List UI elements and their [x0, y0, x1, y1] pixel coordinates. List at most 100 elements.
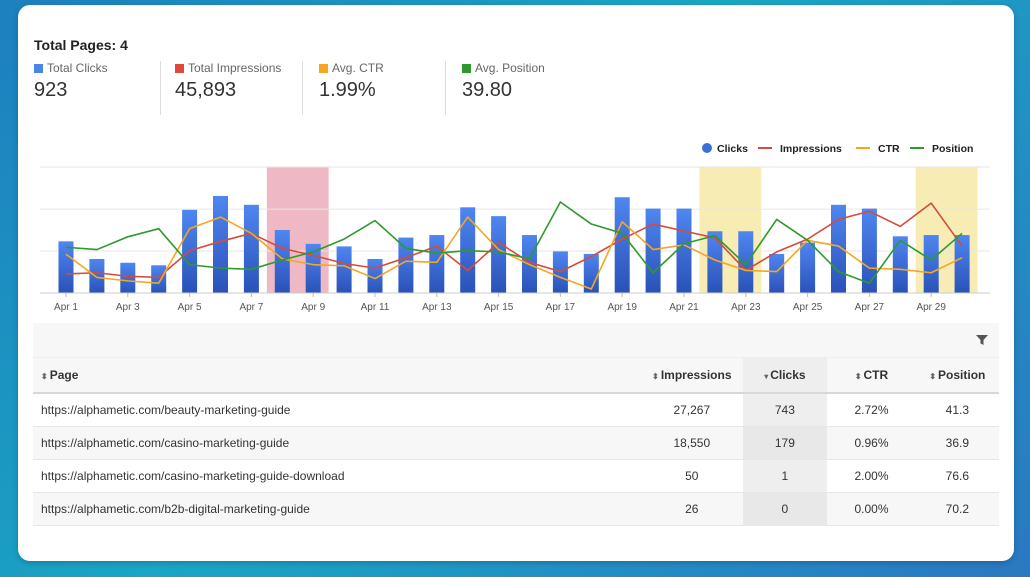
sort-icon: ⬍ [854, 372, 862, 381]
clicks-bar [336, 246, 352, 293]
x-tick-label: Apr 21 [669, 302, 699, 313]
clicks-bar [707, 231, 723, 293]
position-line [65, 201, 963, 284]
cell-position: 36.9 [915, 426, 999, 460]
x-tick-label: Apr 5 [178, 302, 202, 313]
table-row[interactable]: https://alphametic.com/b2b-digital-marke… [33, 492, 999, 526]
x-tick-label: Apr 25 [793, 302, 823, 313]
position-swatch [462, 63, 471, 73]
sort-icon: ⬍ [929, 372, 937, 381]
clicks-bar [892, 236, 908, 293]
metric-total-clicks: Total Clicks 923 [34, 61, 160, 115]
clicks-bar [645, 208, 661, 293]
clicks-bar [213, 195, 228, 293]
cell-clicks: 743 [742, 393, 828, 427]
clicks-bar [831, 204, 846, 293]
metric-avg-ctr: Avg. CTR 1.99% [302, 61, 461, 115]
column-label: Clicks [770, 368, 806, 382]
table-header-row: ⬍ Page ⬍ Impressions ▾ Clicks ⬍ CTR ⬍ Positio… [33, 357, 999, 394]
column-header-page[interactable]: ⬍ Page [33, 357, 642, 394]
clicks-bar [769, 253, 785, 293]
x-tick-label: Apr 15 [484, 302, 514, 313]
total-pages-title: Total Pages: 4 [34, 37, 128, 53]
cell-ctr: 0.00% [827, 492, 916, 526]
clicks-swatch [34, 63, 43, 73]
metric-label: Avg. CTR [332, 61, 384, 75]
cell-impressions: 26 [641, 492, 743, 526]
clicks-bar [151, 265, 167, 293]
cell-page[interactable]: https://alphametic.com/casino-marketing-… [33, 459, 642, 493]
x-tick-label: Apr 27 [855, 302, 885, 313]
sort-icon: ⬍ [652, 372, 659, 381]
performance-chart[interactable]: Apr 1 Apr 3 Apr 5 Apr 7 Apr 9 Apr 11 Apr 13 Apr… [18, 131, 1014, 321]
cell-impressions: 27,267 [641, 393, 743, 427]
table-row[interactable]: https://alphametic.com/beauty-marketing-… [33, 393, 999, 427]
clicks-bar [923, 235, 939, 293]
x-tick-label: Apr 7 [239, 302, 263, 313]
cell-impressions: 18,550 [641, 426, 743, 460]
clicks-bar [800, 242, 816, 293]
cell-page[interactable]: https://alphametic.com/beauty-marketing-… [33, 393, 642, 427]
cell-clicks: 0 [742, 492, 828, 526]
cell-ctr: 0.96% [827, 426, 916, 460]
filter-icon[interactable] [975, 333, 989, 347]
cell-position: 76.6 [915, 459, 999, 493]
clicks-bar [429, 235, 445, 293]
data-table: ⬍ Page ⬍ Impressions ▾ Clicks ⬍ CTR ⬍ Positio… [33, 357, 999, 526]
cell-page[interactable]: https://alphametic.com/b2b-digital-marke… [33, 492, 642, 526]
table-toolbar [33, 323, 999, 357]
clicks-bar [614, 197, 630, 293]
clicks-bar [243, 204, 259, 293]
x-tick-label: Apr 19 [607, 302, 637, 313]
column-label: Position [938, 368, 986, 382]
clicks-bar [676, 208, 692, 293]
metric-label: Avg. Position [475, 61, 545, 75]
ctr-swatch [319, 63, 328, 73]
legend-clicks-label: Clicks [717, 143, 748, 155]
x-tick-label: Apr 11 [361, 302, 390, 313]
impressions-line [65, 202, 963, 279]
x-tick-label: Apr 9 [301, 302, 325, 313]
x-tick-label: Apr 29 [916, 302, 946, 313]
cell-page[interactable]: https://alphametic.com/casino-marketing-… [33, 426, 642, 460]
legend-position-label: Position [932, 143, 973, 155]
column-header-ctr[interactable]: ⬍ CTR [827, 357, 916, 394]
sort-icon: ⬍ [41, 372, 48, 381]
clicks-bar [861, 208, 877, 293]
x-tick-label: Apr 17 [546, 302, 576, 313]
cell-clicks: 1 [742, 459, 828, 493]
clicks-bar [954, 235, 970, 293]
column-label: CTR [863, 368, 889, 382]
metric-avg-position: Avg. Position 39.80 [445, 61, 602, 115]
x-tick-label: Apr 1 [54, 302, 78, 313]
column-header-position[interactable]: ⬍ Position [915, 357, 999, 394]
cell-position: 70.2 [915, 492, 999, 526]
column-header-impressions[interactable]: ⬍ Impressions [641, 357, 743, 394]
pages-table: ⬍ Page ⬍ Impressions ▾ Clicks ⬍ CTR ⬍ Positio… [33, 323, 999, 526]
metric-total-impressions: Total Impressions 45,893 [160, 61, 317, 115]
ctr-line [65, 216, 963, 290]
metric-value: 923 [34, 79, 68, 101]
x-tick-label: Apr 3 [116, 302, 140, 313]
x-tick-label: Apr 13 [422, 302, 452, 313]
table-row[interactable]: https://alphametic.com/casino-marketing-… [33, 426, 999, 460]
clicks-bar [491, 216, 507, 293]
clicks-bar [120, 262, 136, 293]
clicks-bar [583, 253, 599, 293]
table-row[interactable]: https://alphametic.com/casino-marketing-… [33, 459, 999, 493]
clicks-bar [398, 237, 414, 293]
cell-ctr: 2.00% [827, 459, 916, 493]
x-tick-label: Apr 23 [731, 302, 761, 313]
impressions-swatch [175, 63, 184, 73]
cell-ctr: 2.72% [827, 393, 916, 427]
legend-ctr-label: CTR [878, 143, 900, 155]
dashboard-card: Total Pages: 4 Total Clicks 923 Total Im… [18, 5, 1014, 561]
column-label: Impressions [660, 368, 732, 382]
clicks-bar [58, 241, 74, 293]
cell-impressions: 50 [641, 459, 743, 493]
column-header-clicks[interactable]: ▾ Clicks [742, 357, 828, 394]
cell-position: 41.3 [915, 393, 999, 427]
clicks-bar [89, 258, 105, 293]
sort-desc-icon: ▾ [764, 372, 769, 381]
legend-clicks-swatch [702, 143, 712, 153]
